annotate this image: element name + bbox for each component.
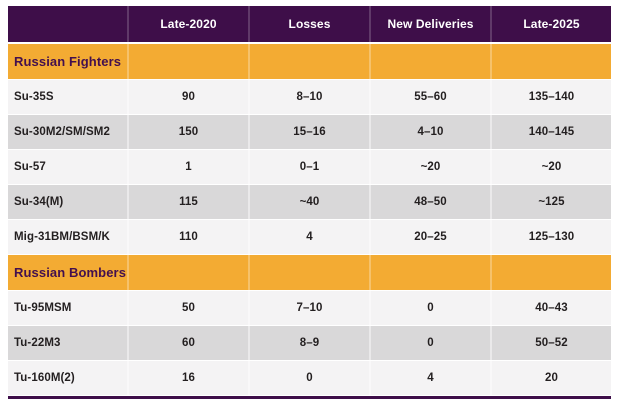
header-cell-late-2020: Late-2020: [127, 6, 248, 42]
table-row: Tu-22M3 60 8–9 0 50–52: [8, 326, 611, 360]
value-cell: 1: [127, 150, 248, 184]
row-label: Su-30M2/SM/SM2: [14, 126, 110, 138]
header-cell-losses: Losses: [248, 6, 369, 42]
value-cell: 125–130: [490, 220, 611, 254]
table-header-row: Late-2020 Losses New Deliveries Late-202…: [8, 6, 611, 42]
row-label: Mig-31BM/BSM/K: [14, 231, 110, 243]
value-cell: 15–16: [248, 115, 369, 149]
section-filler-cell: [369, 44, 490, 79]
value-cell: 0: [369, 291, 490, 325]
value-cell: ~20: [369, 150, 490, 184]
section-title: Russian Fighters: [14, 54, 122, 69]
value-cell: 7–10: [248, 291, 369, 325]
table-row: Su-35S 90 8–10 55–60 135–140: [8, 80, 611, 114]
section-filler-cell: [490, 255, 611, 290]
header-cell-new-deliveries: New Deliveries: [369, 6, 490, 42]
value-cell: 40–43: [490, 291, 611, 325]
value-cell: 90: [127, 80, 248, 114]
value-cell: 110: [127, 220, 248, 254]
row-label: Su-34(M): [14, 196, 64, 208]
value-cell: 48–50: [369, 185, 490, 219]
value-cell: 50–52: [490, 326, 611, 360]
table-row: Tu-160M(2) 16 0 4 20: [8, 361, 611, 395]
table-row: Su-57 1 0–1 ~20 ~20: [8, 150, 611, 184]
value-cell: 140–145: [490, 115, 611, 149]
section-filler-cell: [127, 44, 248, 79]
value-cell: 20: [490, 361, 611, 395]
value-cell: 20–25: [369, 220, 490, 254]
value-cell: 8–10: [248, 80, 369, 114]
section-filler-cell: [127, 255, 248, 290]
header-cell-late-2025: Late-2025: [490, 6, 611, 42]
value-cell: 135–140: [490, 80, 611, 114]
value-cell: 4: [248, 220, 369, 254]
row-label: Su-35S: [14, 91, 54, 103]
value-cell: 4–10: [369, 115, 490, 149]
value-cell: ~20: [490, 150, 611, 184]
value-cell: 60: [127, 326, 248, 360]
value-cell: ~125: [490, 185, 611, 219]
row-label: Tu-160M(2): [14, 372, 75, 384]
table-row: Su-34(M) 115 ~40 48–50 ~125: [8, 185, 611, 219]
section-header-russian-bombers: Russian Bombers: [8, 255, 611, 290]
header-cell-empty: [8, 6, 127, 42]
table-body: Russian Fighters Su-35S 90 8–10 55–60 135–140…: [8, 44, 611, 395]
table-row: Mig-31BM/BSM/K 110 4 20–25 125–130: [8, 220, 611, 254]
section-title: Russian Bombers: [14, 265, 127, 280]
section-filler-cell: [369, 255, 490, 290]
value-cell: ~40: [248, 185, 369, 219]
value-cell: 55–60: [369, 80, 490, 114]
value-cell: 4: [369, 361, 490, 395]
value-cell: 0: [248, 361, 369, 395]
value-cell: 0–1: [248, 150, 369, 184]
value-cell: 50: [127, 291, 248, 325]
section-filler-cell: [490, 44, 611, 79]
section-filler-cell: [248, 44, 369, 79]
aircraft-fleet-table: Late-2020 Losses New Deliveries Late-202…: [8, 6, 611, 399]
table-row: Su-30M2/SM/SM2 150 15–16 4–10 140–145: [8, 115, 611, 149]
value-cell: 16: [127, 361, 248, 395]
value-cell: 8–9: [248, 326, 369, 360]
value-cell: 115: [127, 185, 248, 219]
table-bottom-border: [8, 396, 611, 399]
value-cell: 150: [127, 115, 248, 149]
row-label: Tu-95MSM: [14, 302, 72, 314]
section-header-russian-fighters: Russian Fighters: [8, 44, 611, 79]
table-row: Tu-95MSM 50 7–10 0 40–43: [8, 291, 611, 325]
value-cell: 0: [369, 326, 490, 360]
row-label: Su-57: [14, 161, 46, 173]
row-label: Tu-22M3: [14, 337, 61, 349]
section-filler-cell: [248, 255, 369, 290]
